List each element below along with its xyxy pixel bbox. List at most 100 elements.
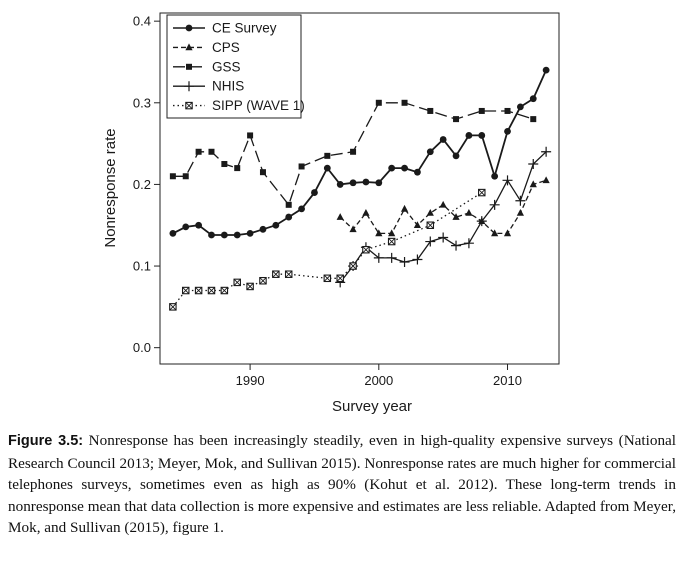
data-point-gss	[427, 107, 434, 114]
legend: CE Survey CPS GSS NHIS SIPP (WAVE 1)	[166, 14, 305, 119]
data-point-nhis	[412, 254, 423, 265]
data-point-cps	[388, 229, 396, 237]
series-gss	[169, 99, 537, 208]
x-tick-label: 2000	[364, 373, 393, 388]
data-point-cps	[349, 225, 357, 233]
x-tick-label: 2010	[493, 373, 522, 388]
data-point-ce-survey	[298, 205, 305, 213]
series-nhis	[335, 146, 552, 288]
nonresponse-chart: 0.0 0.1 0.2 0.3 0.4 1990 2000 2010 CE Survey CP…	[102, 12, 560, 415]
data-point-nhis	[541, 146, 552, 157]
data-point-ce-survey	[491, 172, 499, 180]
data-point-nhis	[489, 199, 500, 210]
data-point-cps	[516, 208, 524, 216]
data-point-gss	[453, 116, 460, 123]
data-point-nhis	[386, 252, 397, 263]
data-point-gss	[208, 148, 215, 155]
data-point-ce-survey	[220, 231, 228, 239]
legend-marker-sipp-wave-1	[185, 101, 193, 110]
data-point-cps	[491, 229, 499, 237]
data-point-ce-survey	[169, 229, 177, 237]
data-point-ce-survey	[414, 168, 421, 176]
series-ce-survey	[169, 66, 550, 239]
data-point-gss	[478, 107, 485, 114]
data-point-sipp-wave-1	[323, 274, 332, 283]
legend-item-gss: GSS	[173, 59, 241, 74]
data-point-nhis	[528, 159, 539, 170]
data-point-nhis	[373, 252, 384, 263]
data-point-sipp-wave-1	[272, 270, 280, 278]
y-tick-label: 0.3	[133, 95, 151, 110]
data-point-cps	[400, 204, 409, 212]
legend-item-nhis: NHIS	[173, 79, 244, 94]
data-point-nhis	[476, 216, 487, 227]
data-point-ce-survey	[504, 127, 511, 135]
series-line-nhis	[339, 151, 547, 283]
data-point-gss	[324, 152, 331, 159]
data-point-sipp-wave-1	[259, 276, 267, 285]
data-point-ce-survey	[233, 231, 241, 239]
figure-caption-label: Figure 3.5:	[8, 433, 84, 449]
y-tick-label: 0.2	[133, 177, 151, 192]
data-point-gss	[221, 161, 228, 168]
data-point-sipp-wave-1	[169, 303, 177, 311]
series-sipp-wave-1	[169, 188, 486, 311]
data-point-nhis	[438, 232, 449, 243]
x-axis: 1990 2000 2010	[236, 364, 522, 388]
data-point-ce-survey	[182, 223, 190, 231]
data-point-nhis	[451, 240, 462, 251]
legend-label: CPS	[212, 40, 240, 55]
legend-label: GSS	[212, 59, 241, 74]
data-point-gss	[298, 163, 305, 170]
data-point-sipp-wave-1	[181, 286, 190, 295]
data-point-ce-survey	[452, 152, 460, 160]
data-point-ce-survey	[336, 181, 344, 188]
data-point-sipp-wave-1	[220, 286, 229, 295]
data-point-ce-survey	[208, 231, 215, 239]
plot-frame	[159, 12, 560, 365]
data-point-gss	[259, 169, 266, 176]
legend-item-sipp-wave-1: SIPP (WAVE 1)	[173, 98, 305, 113]
legend-label: NHIS	[212, 79, 244, 94]
data-point-ce-survey	[259, 225, 267, 233]
legend-item-ce-survey: CE Survey	[173, 21, 277, 36]
figure-caption: Figure 3.5: Nonresponse has been increas…	[8, 430, 676, 539]
data-point-ce-survey	[542, 66, 550, 74]
data-point-ce-survey	[272, 221, 280, 229]
legend-marker-cps	[185, 43, 193, 51]
data-point-sipp-wave-1	[478, 188, 486, 197]
data-point-gss	[247, 132, 254, 139]
y-axis-title: Nonresponse rate	[102, 128, 119, 247]
data-point-gss	[504, 107, 511, 114]
data-point-ce-survey	[529, 95, 537, 103]
series-cps	[336, 176, 550, 237]
data-point-nhis	[425, 236, 436, 247]
data-point-ce-survey	[478, 132, 486, 139]
data-point-ce-survey	[311, 189, 318, 196]
data-point-ce-survey	[426, 148, 434, 156]
data-point-sipp-wave-1	[233, 278, 241, 287]
legend-marker-ce-survey	[185, 24, 193, 32]
data-point-ce-survey	[349, 179, 357, 187]
data-point-cps	[452, 213, 460, 220]
data-point-sipp-wave-1	[349, 262, 357, 270]
data-point-cps	[426, 208, 434, 216]
legend-marker-gss	[186, 63, 192, 70]
data-point-cps	[439, 200, 447, 208]
data-point-cps	[529, 180, 537, 188]
data-point-nhis	[463, 238, 474, 249]
y-tick-label: 0.0	[133, 340, 151, 355]
data-point-ce-survey	[375, 179, 383, 187]
data-point-sipp-wave-1	[387, 237, 396, 246]
data-point-sipp-wave-1	[246, 282, 254, 291]
data-point-gss	[195, 148, 202, 155]
data-point-cps	[413, 221, 422, 229]
legend-item-cps: CPS	[173, 40, 240, 55]
data-point-gss	[169, 173, 176, 180]
data-point-ce-survey	[285, 213, 293, 221]
data-point-cps	[542, 176, 550, 184]
legend-label: CE Survey	[212, 21, 277, 36]
data-point-ce-survey	[465, 132, 473, 139]
data-point-cps	[503, 229, 512, 237]
data-point-sipp-wave-1	[194, 286, 203, 295]
